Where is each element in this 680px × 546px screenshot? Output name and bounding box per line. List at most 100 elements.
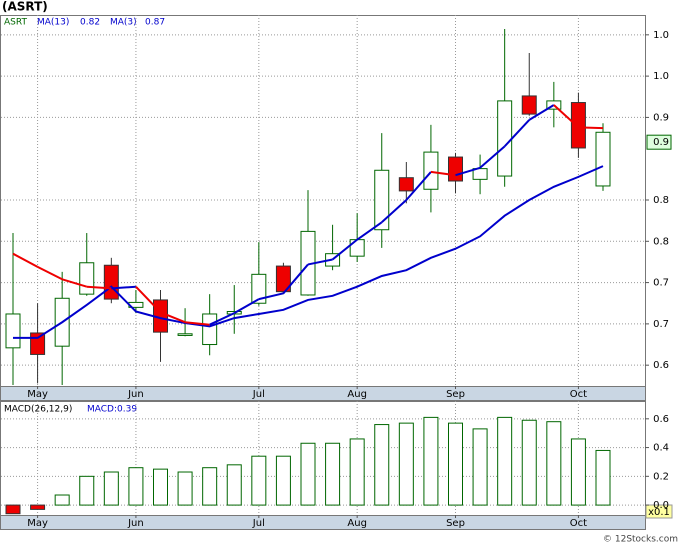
- candle-body: [595, 131, 611, 187]
- macd-bar: [177, 471, 193, 506]
- x-tick-label: Jul: [252, 389, 265, 400]
- last-price-label: 0.9: [653, 137, 669, 148]
- ma-segment: [209, 312, 235, 326]
- macd-bar: [570, 438, 586, 506]
- scale-label: x0.1: [648, 507, 670, 518]
- candle-body: [497, 100, 513, 177]
- candle-body: [30, 332, 46, 355]
- candle-body: [448, 156, 463, 182]
- macd-title: MACD(26,12,9): [4, 405, 72, 415]
- legend-value: 0.82: [80, 18, 100, 28]
- ma-segment: [455, 166, 481, 177]
- ma-segment: [578, 126, 604, 130]
- macd-bar: [423, 416, 439, 506]
- macd-bar: [54, 494, 70, 506]
- candle-body: [177, 333, 193, 336]
- x-tick-label: Jul: [252, 518, 265, 529]
- macd-bar: [103, 471, 119, 506]
- ma-segment: [356, 221, 383, 241]
- ma-segment: [86, 285, 112, 290]
- ma-segment: [61, 278, 88, 288]
- ma-segment: [111, 285, 136, 290]
- candle-body: [398, 177, 414, 192]
- macd-bar: [398, 422, 414, 506]
- candle-body: [5, 313, 21, 349]
- y-tick-label: 0.8: [653, 236, 669, 247]
- y-tick-label: 1.0: [653, 30, 669, 41]
- candle-body: [570, 102, 586, 149]
- y-tick-label: 0.6: [653, 414, 669, 425]
- macd-bar: [546, 421, 562, 506]
- ma-segment: [135, 286, 162, 314]
- x-tick-label: Oct: [570, 518, 587, 529]
- x-tick-label: Sep: [446, 518, 465, 529]
- macd-value: MACD:0.39: [87, 405, 137, 415]
- legend-label: MA(3): [110, 18, 137, 28]
- candle-body: [374, 169, 390, 231]
- x-tick-label: May: [27, 389, 48, 400]
- x-tick-label: Aug: [347, 518, 367, 529]
- macd-bar: [595, 449, 611, 506]
- x-tick-label: Jun: [127, 389, 144, 400]
- ma-segment: [430, 170, 456, 177]
- macd-bar: [374, 424, 390, 506]
- macd-bar: [79, 475, 95, 506]
- y-tick-label: 0.6: [653, 360, 669, 371]
- y-tick-label: 0.4: [653, 443, 669, 454]
- macd-bar: [448, 422, 463, 506]
- ma-segment: [331, 238, 358, 261]
- ma-segment: [12, 252, 39, 268]
- ma-segment: [160, 311, 186, 324]
- price-panel: [0, 15, 646, 387]
- chart-title: (ASRT): [2, 0, 48, 14]
- macd-bar: [472, 428, 488, 506]
- y-tick-label: 0.0: [653, 500, 669, 511]
- ma-segment: [405, 171, 432, 201]
- y-tick-label: 0.2: [653, 471, 669, 482]
- ma-segment: [479, 145, 506, 169]
- candle-body: [275, 265, 291, 293]
- candle-body: [202, 313, 218, 346]
- ma-line: [13, 165, 604, 339]
- ma-segment: [282, 263, 309, 294]
- macd-bar: [30, 504, 46, 510]
- ma-segment: [553, 104, 580, 129]
- legend-label: MA(13): [37, 18, 69, 28]
- macd-bar: [251, 455, 267, 506]
- macd-bar: [226, 464, 242, 506]
- ma-segment: [37, 266, 63, 281]
- legend-value: 0.87: [145, 18, 165, 28]
- ma-segment: [184, 321, 210, 326]
- candle-body: [423, 151, 439, 190]
- ma-segment: [233, 298, 260, 315]
- ma-segment: [258, 292, 284, 301]
- candle-body: [251, 273, 267, 304]
- symbol-label: ASRT: [4, 18, 27, 28]
- macd-bar: [521, 419, 537, 506]
- ma-segment: [307, 258, 333, 266]
- candle-body: [103, 264, 119, 300]
- x-tick-label: Sep: [446, 389, 465, 400]
- x-tick-label: Jun: [127, 518, 144, 529]
- macd-bar: [202, 467, 218, 506]
- macd-bar: [300, 442, 316, 506]
- macd-bar: [497, 416, 513, 506]
- macd-bar: [325, 442, 341, 506]
- x-tick-label: May: [27, 518, 48, 529]
- x-axis-strip: [0, 515, 646, 530]
- macd-bar: [5, 504, 21, 515]
- candle-body: [521, 95, 537, 115]
- ma-segment: [381, 199, 408, 224]
- x-tick-label: Aug: [347, 389, 367, 400]
- macd-bar: [349, 438, 365, 506]
- y-tick-label: 0.9: [653, 112, 669, 123]
- macd-bar: [275, 455, 291, 506]
- scale-box: [645, 504, 673, 519]
- footer: © 12Stocks.com: [603, 535, 678, 545]
- last-price-box: [646, 134, 672, 150]
- macd-bar: [128, 467, 144, 506]
- ma-segment: [503, 119, 530, 147]
- candle-body: [79, 262, 95, 295]
